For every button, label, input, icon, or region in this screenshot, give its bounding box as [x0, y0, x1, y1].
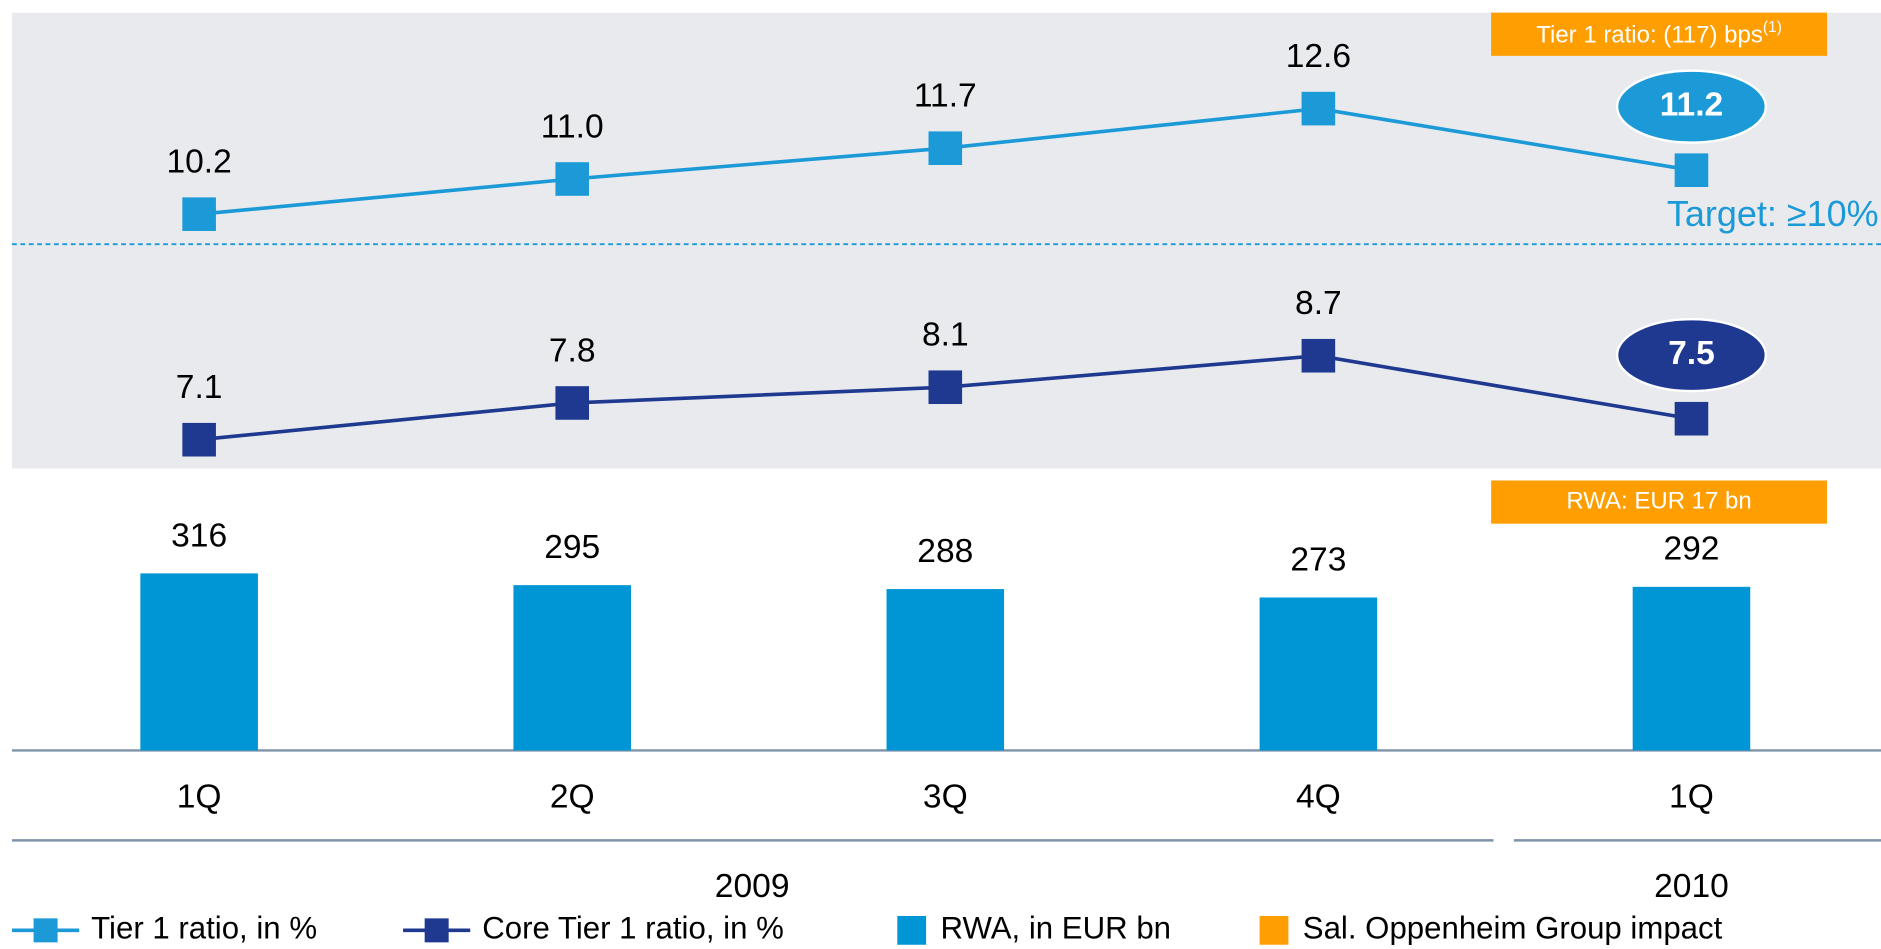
value-label: 7.8: [549, 332, 596, 369]
value-label: 12.6: [1286, 38, 1351, 75]
value-label: 292: [1663, 531, 1719, 568]
bar: [886, 589, 1005, 751]
value-label: 10.2: [166, 144, 231, 181]
marker: [182, 422, 216, 457]
legend-swatch: [1259, 915, 1289, 945]
marker: [928, 131, 963, 165]
callout: [1615, 69, 1768, 144]
value-label: 316: [171, 517, 227, 554]
marker: [182, 197, 216, 231]
x-tick-label: 1Q: [177, 778, 222, 815]
bar: [513, 585, 631, 751]
x-tick-label: 4Q: [1296, 778, 1341, 815]
impact-text: Tier 1 ratio: (117) bps: [1536, 22, 1763, 49]
legend-label: Tier 1 ratio, in %: [91, 911, 317, 946]
bar: [1259, 597, 1378, 751]
marker: [1674, 401, 1709, 436]
value-label: 8.7: [1295, 285, 1342, 322]
legend-label: Sal. Oppenheim Group impact: [1303, 911, 1723, 946]
value-label: 11.2: [1660, 86, 1724, 123]
x-tick-label: 1Q: [1669, 778, 1714, 815]
value-label: 8.1: [922, 317, 969, 354]
value-label: 7.5: [1668, 335, 1715, 372]
bar: [140, 573, 258, 751]
x-tick-label: 3Q: [923, 778, 968, 815]
legend-label: Core Tier 1 ratio, in %: [482, 911, 784, 946]
impact-label: Tier 1 ratio: (117) bps(1): [1536, 19, 1782, 49]
year-label: 2010: [1654, 868, 1729, 905]
marker: [555, 162, 590, 196]
marker: [555, 386, 590, 420]
value-label: 11.0: [541, 108, 604, 145]
impact-label: RWA: EUR 17 bn: [1566, 487, 1751, 514]
bar: [1632, 586, 1751, 751]
legend-swatch: [897, 915, 927, 945]
marker: [1301, 91, 1336, 126]
impact-box: [1491, 480, 1828, 524]
target-label: Target: ≥10%: [1667, 193, 1879, 234]
value-label: 7.1: [176, 369, 223, 406]
year-label: 2009: [715, 868, 790, 905]
marker: [1301, 338, 1336, 373]
marker: [928, 370, 963, 405]
value-label: 273: [1290, 541, 1346, 578]
legend-marker: [424, 918, 449, 943]
marker: [1674, 153, 1709, 187]
value-label: 288: [917, 533, 973, 570]
legend-label: RWA, in EUR bn: [941, 911, 1172, 946]
callout: [1615, 317, 1768, 393]
value-label: 11.7: [914, 78, 977, 115]
x-tick-label: 2Q: [550, 778, 595, 815]
footnote-ref: (1): [1763, 19, 1782, 36]
impact-box: [1491, 12, 1828, 56]
value-label: 295: [544, 529, 600, 566]
legend-marker: [33, 918, 58, 943]
